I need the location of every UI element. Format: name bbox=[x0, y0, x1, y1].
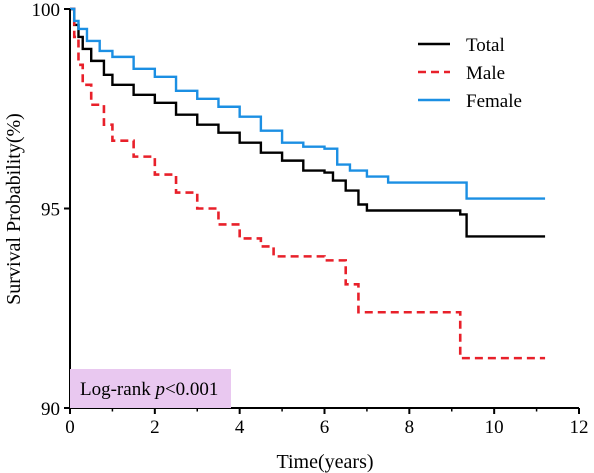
annotation-prefix: Log-rank bbox=[80, 379, 155, 400]
annotation-background bbox=[70, 369, 231, 408]
x-tick-label: 10 bbox=[485, 417, 504, 438]
x-tick-label: 4 bbox=[235, 417, 245, 438]
annotation-suffix: <0.001 bbox=[165, 379, 218, 400]
legend: Total Male Female bbox=[418, 35, 522, 112]
legend-label-total: Total bbox=[466, 35, 505, 56]
series-line-female bbox=[70, 7, 546, 200]
annotation-text: Log-rank p<0.001 bbox=[80, 379, 218, 400]
series-line-male bbox=[70, 7, 546, 360]
x-tick-label: 12 bbox=[570, 417, 589, 438]
y-tick-label: 90 bbox=[41, 399, 60, 420]
legend-label-female: Female bbox=[466, 91, 522, 112]
log-rank-annotation: Log-rank p<0.001 bbox=[70, 369, 231, 408]
x-axis-label: Time(years) bbox=[276, 451, 373, 473]
x-tick-label: 0 bbox=[65, 417, 75, 438]
y-axis-label: Survival Probability(%) bbox=[3, 113, 25, 305]
series-line-total bbox=[70, 7, 546, 238]
x-tick-label: 6 bbox=[320, 417, 330, 438]
legend-label-male: Male bbox=[466, 63, 505, 84]
y-tick-label: 95 bbox=[41, 200, 60, 221]
series-layer bbox=[70, 7, 546, 360]
y-tick-label: 100 bbox=[32, 0, 61, 21]
annotation-p: p bbox=[153, 379, 165, 400]
x-tick-label: 2 bbox=[150, 417, 160, 438]
x-tick-label: 8 bbox=[405, 417, 415, 438]
tick-layer: 0 2 4 6 8 10 12 90 95 100 bbox=[32, 0, 589, 438]
